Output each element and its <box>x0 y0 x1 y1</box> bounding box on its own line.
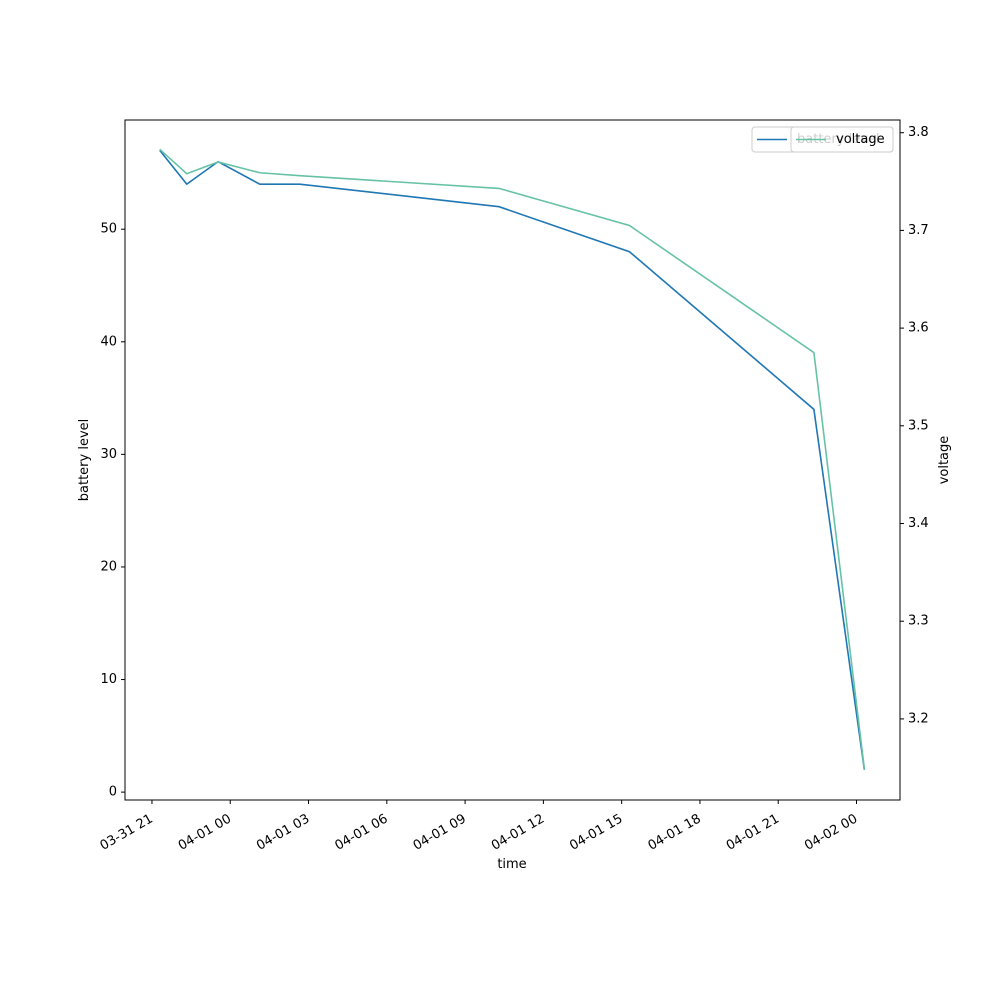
x-axis-label: time <box>497 857 526 872</box>
y2-tick-label: 3.5 <box>908 418 929 433</box>
y2-tick-label: 3.7 <box>908 223 929 238</box>
y2-axis-label: voltage <box>937 436 952 485</box>
legend: voltage <box>790 126 894 153</box>
y-tick-label: 0 <box>109 785 117 800</box>
y2-tick-label: 3.6 <box>908 321 929 336</box>
y2-tick-label: 3.8 <box>908 125 929 140</box>
x-tick-label: 04-01 00 <box>176 812 234 854</box>
line <box>159 148 866 769</box>
x-tick-label: 04-01 18 <box>646 812 704 854</box>
y2-tick-label: 3.3 <box>908 614 929 629</box>
legend-box <box>790 126 894 153</box>
x-tick-label: 04-01 12 <box>489 812 547 854</box>
y2-tick-label: 3.2 <box>908 711 929 726</box>
y-axis-label: battery level <box>77 419 92 502</box>
x-tick-label: 04-01 15 <box>567 812 625 854</box>
y2-tick-label: 3.4 <box>908 516 929 531</box>
y-tick-label: 10 <box>100 672 117 687</box>
x-tick-label: 04-01 09 <box>411 812 469 854</box>
plot-frame <box>124 119 901 801</box>
legend-label: voltage <box>836 132 885 147</box>
line <box>159 149 866 770</box>
x-tick-label: 04-01 03 <box>254 812 312 854</box>
x-tick-label: 03-31 21 <box>98 812 156 854</box>
x-tick-label: 04-01 21 <box>724 812 782 854</box>
x-tick-label: 04-02 00 <box>802 812 860 854</box>
x-tick-label: 04-01 06 <box>332 812 390 854</box>
y-tick-label: 50 <box>100 222 117 237</box>
y-tick-label: 20 <box>100 559 117 574</box>
y-tick-label: 30 <box>100 447 117 462</box>
y-tick-label: 40 <box>100 334 117 349</box>
